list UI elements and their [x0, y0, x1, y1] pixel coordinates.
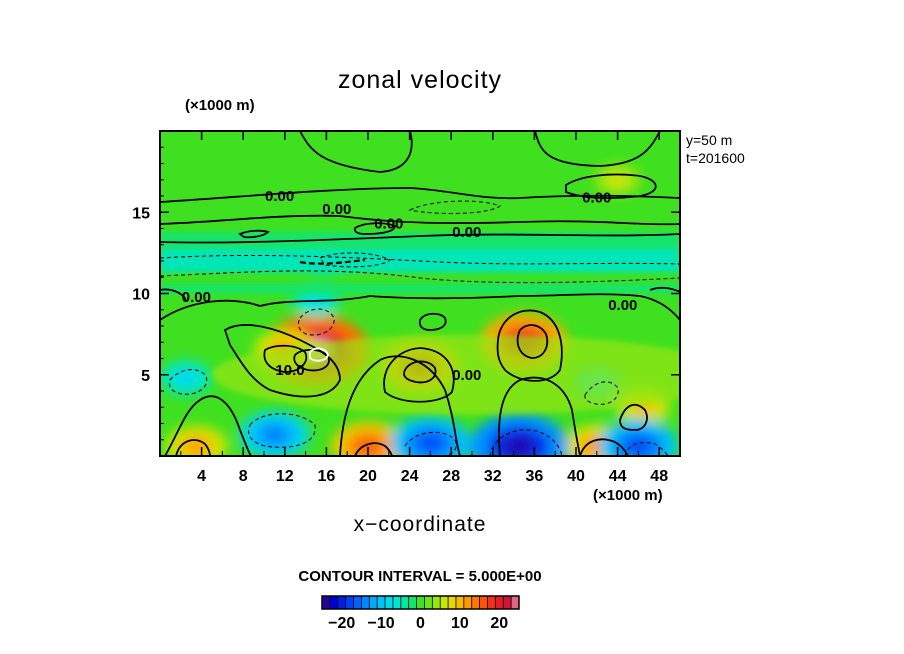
colorbar-cell-3 [345, 596, 355, 609]
colorbar-tick-label-1: −10 [368, 615, 395, 632]
contour-label-7: 10.0 [275, 362, 304, 379]
x-tick-label-4: 20 [359, 468, 377, 485]
colorbar-cell-8 [385, 596, 394, 609]
contour-label-2: 0.00 [374, 216, 403, 233]
colorbar-cell-17 [455, 596, 465, 609]
contour-label-4: 0.00 [452, 224, 481, 241]
x-axis-unit: (×1000 m) [593, 487, 663, 504]
colorbar-cell-4 [353, 596, 362, 609]
y-axis-unit: (×1000 m) [185, 97, 255, 114]
colorbar-cell-13 [424, 596, 433, 609]
feature-core-13 [178, 372, 194, 384]
colorbar-cell-12 [416, 596, 425, 609]
contour-label-1: 0.00 [322, 201, 351, 218]
colorbar-cell-20 [479, 596, 488, 609]
heatmap-field: 0.00 0.00 0.00 0.00 0.00 0.00 0.00 10.0 0.00 [160, 131, 680, 456]
contour-label-6: 0.00 [608, 297, 637, 314]
y-tick-label-1: 10 [132, 287, 150, 304]
colorbar-tick-label-2: 0 [416, 615, 425, 632]
x-tick-label-7: 32 [484, 468, 502, 485]
info-line-t: t=201600 [686, 150, 745, 166]
colorbar-cell-23 [503, 596, 512, 609]
colorbar-tick-label-0: −20 [328, 615, 355, 632]
colorbar-cell-18 [463, 596, 473, 609]
chart-title: zonal velocity [338, 66, 502, 94]
x-tick-label-8: 36 [526, 468, 544, 485]
colorbar-cell-9 [392, 596, 402, 609]
info-line-y: y=50 m [686, 132, 732, 148]
x-tick-label-9: 40 [567, 468, 585, 485]
x-axis-label: x−coordinate [354, 513, 487, 536]
feature-core-10 [418, 434, 443, 452]
feature-core-8 [610, 174, 625, 185]
colorbar-cell-24 [511, 596, 520, 609]
contour-label-8: 0.00 [452, 367, 481, 384]
colorbar-cell-0 [322, 596, 331, 609]
band-negative-lower [160, 283, 680, 294]
x-tick-label-1: 8 [239, 468, 248, 485]
colorbar-cell-15 [440, 596, 449, 609]
contour-lines-dashed [160, 200, 680, 456]
colorbar-tick-label-4: 20 [490, 615, 508, 632]
x-tick-label-5: 24 [401, 468, 419, 485]
colorbar-cell-16 [448, 596, 457, 609]
contour-label-3: 0.00 [182, 289, 211, 306]
colorbar-cell-6 [369, 596, 378, 609]
contour-label-5: 0.00 [582, 190, 611, 207]
x-tick-label-10: 44 [609, 468, 627, 485]
colorbar-cell-21 [487, 596, 496, 609]
colorbar-cell-11 [408, 596, 418, 609]
x-tick-label-3: 16 [318, 468, 336, 485]
colorbar-cell-10 [400, 596, 410, 609]
y-tick-label-2: 15 [132, 205, 150, 222]
colorbar-frame [321, 595, 520, 610]
band-positive [212, 334, 680, 415]
colorbar-tick-label-3: 10 [451, 615, 469, 632]
x-tick-label-11: 48 [650, 468, 668, 485]
feature-core-11 [626, 437, 651, 455]
x-tick-label-0: 4 [197, 468, 206, 485]
colorbar-cell-5 [361, 596, 370, 609]
contour-interval-note: CONTOUR INTERVAL = 5.000E+00 [298, 568, 541, 585]
colorbar-cell-7 [377, 596, 386, 609]
colorbar: −20 −10 0 10 20 [321, 595, 520, 632]
x-tick-label-2: 12 [276, 468, 294, 485]
x-tick-label-6: 28 [442, 468, 460, 485]
y-tick-label-0: 5 [141, 368, 150, 385]
colorbar-cell-22 [495, 596, 504, 609]
contour-line-max [309, 347, 330, 362]
colorbar-cell-14 [432, 596, 441, 609]
colorbar-cell-19 [471, 596, 481, 609]
colorbar-cell-1 [329, 596, 339, 609]
info-box: y=50 m t=201600 [686, 132, 745, 166]
contour-lines-solid [160, 131, 680, 456]
band-negative-edge [160, 231, 680, 250]
feature-peak-9 [511, 442, 526, 451]
contour-label-0: 0.00 [265, 188, 294, 205]
feature-core-12 [264, 427, 285, 443]
colorbar-cell-2 [337, 596, 347, 609]
